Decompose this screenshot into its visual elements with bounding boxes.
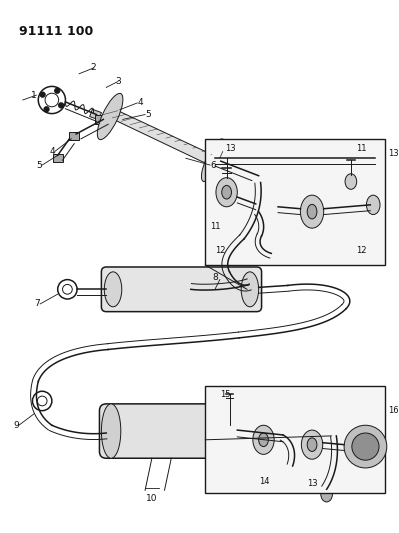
Ellipse shape	[201, 139, 225, 182]
Text: 4: 4	[49, 147, 55, 156]
Text: 11: 11	[356, 144, 366, 153]
Bar	[69, 132, 79, 140]
Ellipse shape	[300, 195, 324, 228]
Ellipse shape	[216, 177, 237, 207]
Circle shape	[255, 172, 267, 183]
Text: 12: 12	[356, 246, 366, 255]
Text: 9: 9	[13, 421, 19, 430]
Text: 14: 14	[259, 477, 269, 486]
Bar	[95, 115, 103, 124]
Ellipse shape	[259, 433, 269, 447]
Text: 13: 13	[307, 479, 318, 488]
Ellipse shape	[307, 438, 317, 451]
FancyBboxPatch shape	[101, 267, 262, 312]
Circle shape	[44, 107, 49, 112]
Text: 1: 1	[31, 91, 36, 100]
Ellipse shape	[97, 93, 123, 140]
Circle shape	[59, 103, 63, 108]
Text: 8: 8	[212, 273, 218, 282]
Ellipse shape	[301, 430, 323, 459]
Ellipse shape	[104, 272, 122, 307]
Ellipse shape	[222, 185, 231, 199]
FancyBboxPatch shape	[99, 404, 327, 458]
Ellipse shape	[241, 272, 259, 307]
Circle shape	[352, 433, 379, 460]
Bar	[205, 139, 385, 265]
Bar	[53, 155, 63, 162]
Text: 15: 15	[220, 390, 230, 399]
Ellipse shape	[305, 404, 325, 458]
Circle shape	[55, 88, 59, 93]
Text: 12: 12	[215, 246, 225, 255]
Text: 13: 13	[388, 149, 399, 158]
Text: 5: 5	[145, 110, 151, 119]
Text: 5: 5	[36, 160, 42, 169]
Text: 6: 6	[210, 160, 216, 169]
Text: 4: 4	[137, 99, 143, 108]
Circle shape	[344, 425, 387, 468]
Ellipse shape	[366, 195, 380, 215]
Text: 91111 100: 91111 100	[19, 25, 93, 38]
Ellipse shape	[101, 404, 121, 458]
Text: 13: 13	[225, 144, 235, 153]
Ellipse shape	[321, 487, 332, 502]
Ellipse shape	[253, 425, 274, 454]
Text: 2: 2	[91, 63, 97, 72]
Text: 16: 16	[388, 406, 399, 415]
Polygon shape	[103, 111, 220, 163]
Text: 10: 10	[146, 494, 158, 503]
Text: 11: 11	[210, 222, 221, 231]
Bar	[205, 386, 385, 493]
Ellipse shape	[307, 204, 317, 219]
Bar	[90, 109, 101, 120]
Text: 3: 3	[115, 77, 121, 86]
Text: 7: 7	[34, 300, 40, 309]
Circle shape	[40, 92, 45, 97]
Ellipse shape	[345, 174, 357, 189]
